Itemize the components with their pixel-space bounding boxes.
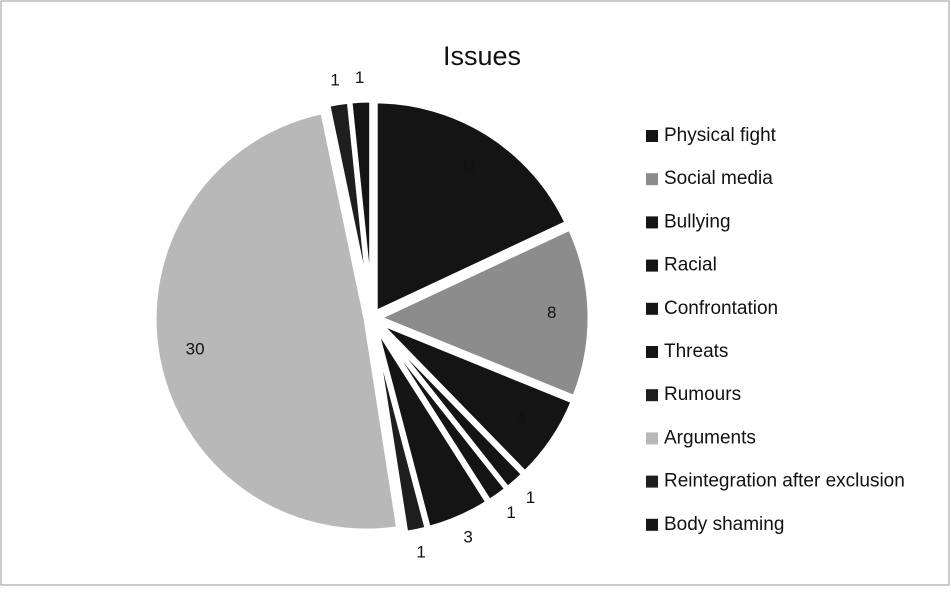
legend-label: Racial [664, 255, 717, 276]
pie-slice [371, 224, 593, 401]
legend-swatch [646, 216, 658, 229]
data-label: 1 [355, 68, 364, 87]
legend-swatch [646, 259, 658, 272]
legend-label: Confrontation [664, 298, 778, 319]
legend-swatch [646, 130, 658, 142]
legend-label: Rumours [664, 384, 741, 405]
data-label: 8 [547, 303, 556, 322]
data-label: 3 [463, 527, 472, 546]
legend-swatch [646, 173, 658, 186]
legend-label: Physical fight [664, 125, 777, 146]
legend-swatch [646, 346, 658, 358]
legend-label: Threats [664, 341, 728, 362]
pie-slice [370, 323, 431, 537]
legend-label: Reintegration after exclusion [664, 471, 905, 492]
data-label: 1 [526, 488, 535, 507]
legend-swatch [646, 389, 658, 402]
legend-label: Arguments [664, 427, 756, 448]
data-label: 11 [460, 156, 478, 175]
legend-swatch [646, 518, 658, 531]
legend-swatch [646, 475, 658, 488]
data-label: 30 [186, 340, 205, 359]
legend-label: Bullying [664, 211, 731, 232]
legend-label: Body shaming [664, 514, 784, 535]
data-label: 4 [516, 408, 525, 427]
data-label: 1 [416, 542, 425, 561]
legend-swatch [646, 432, 658, 445]
pie-slice [347, 97, 375, 313]
data-label: 1 [506, 503, 515, 522]
pie-slice [372, 98, 571, 317]
legend-swatch [646, 302, 658, 315]
chart-title: Issues [443, 41, 521, 71]
legend-label: Social media [664, 168, 773, 189]
data-label: 1 [330, 70, 339, 89]
pie-slice [151, 108, 402, 534]
